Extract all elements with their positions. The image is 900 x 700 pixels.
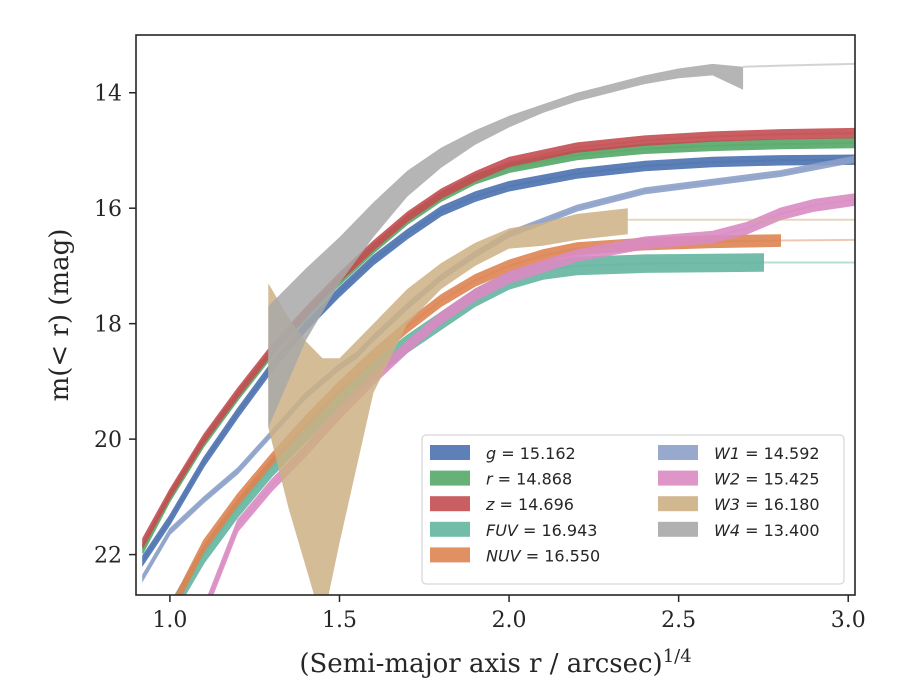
plot-frame	[135, 34, 856, 596]
legend-swatch-fuv	[430, 521, 470, 537]
y-tick-label: 14	[94, 82, 122, 107]
legend-label-w2: W2 = 15.425	[714, 470, 820, 489]
y-axis-title: m(< r) (mag)	[45, 229, 75, 402]
ticks-layer: 1.0 1.5 2.0 2.5 3.0 14 16 18 20 22	[94, 82, 866, 633]
y-tick-label: 20	[94, 428, 122, 453]
legend-label-w4: W4 = 13.400	[714, 521, 820, 540]
y-tick-label: 22	[94, 544, 122, 569]
x-axis-exponent: 1/4	[663, 646, 692, 667]
y-tick-label: 18	[94, 313, 122, 338]
legend-swatch-g	[430, 445, 470, 460]
series-w4-band	[268, 63, 744, 428]
series-w4-tail	[743, 62, 855, 68]
x-tick-label: 1.0	[152, 608, 187, 633]
legend-swatch-w2	[658, 470, 698, 486]
legend-label-nuv: NUV = 16.550	[486, 546, 600, 565]
x-axis-title: (Semi-major axis r / arcsec)1/4	[299, 646, 691, 680]
legend-label-w3: W3 = 16.180	[714, 495, 820, 514]
legend-label-g: g = 15.162	[486, 444, 576, 463]
plot-layer	[141, 62, 855, 595]
series-w3-band	[268, 208, 628, 595]
legend-swatch-nuv	[430, 547, 470, 563]
legend-label-fuv: FUV = 16.943	[486, 521, 597, 540]
legend-box	[421, 434, 845, 585]
x-tick-label: 2.0	[492, 608, 527, 633]
x-tick-label: 3.0	[831, 608, 866, 633]
legend-label-r: r = 14.868	[486, 470, 572, 489]
legend-swatch-z	[430, 496, 470, 512]
legend-label-z: z = 14.696	[485, 495, 574, 514]
legend-swatch-w4	[658, 521, 698, 537]
legend-label-w1: W1 = 14.592	[714, 444, 820, 463]
x-tick-label: 1.5	[322, 608, 357, 633]
legend-swatch-r	[430, 470, 470, 486]
y-tick-label: 16	[94, 197, 122, 222]
x-tick-label: 2.5	[661, 608, 696, 633]
legend-swatch-w3	[658, 496, 698, 512]
legend-swatch-w1	[658, 445, 698, 460]
legend: g = 15.162 r = 14.868 z = 14.696 FUV = 16.9…	[421, 434, 845, 585]
